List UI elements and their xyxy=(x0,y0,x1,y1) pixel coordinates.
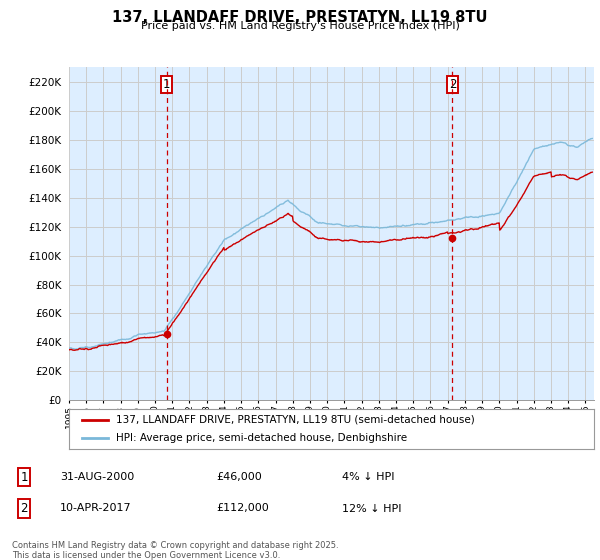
Text: £112,000: £112,000 xyxy=(216,503,269,514)
Text: 31-AUG-2000: 31-AUG-2000 xyxy=(60,472,134,482)
Text: 10-APR-2017: 10-APR-2017 xyxy=(60,503,131,514)
Text: 2: 2 xyxy=(20,502,28,515)
Text: 137, LLANDAFF DRIVE, PRESTATYN, LL19 8TU: 137, LLANDAFF DRIVE, PRESTATYN, LL19 8TU xyxy=(112,10,488,25)
Text: 137, LLANDAFF DRIVE, PRESTATYN, LL19 8TU (semi-detached house): 137, LLANDAFF DRIVE, PRESTATYN, LL19 8TU… xyxy=(116,415,475,424)
Text: 2: 2 xyxy=(449,78,456,91)
Text: 1: 1 xyxy=(20,470,28,484)
Text: Contains HM Land Registry data © Crown copyright and database right 2025.
This d: Contains HM Land Registry data © Crown c… xyxy=(12,541,338,560)
Text: Price paid vs. HM Land Registry's House Price Index (HPI): Price paid vs. HM Land Registry's House … xyxy=(140,21,460,31)
Text: 4% ↓ HPI: 4% ↓ HPI xyxy=(342,472,395,482)
Text: 12% ↓ HPI: 12% ↓ HPI xyxy=(342,503,401,514)
Text: 1: 1 xyxy=(163,78,170,91)
Text: HPI: Average price, semi-detached house, Denbighshire: HPI: Average price, semi-detached house,… xyxy=(116,433,407,443)
Text: £46,000: £46,000 xyxy=(216,472,262,482)
